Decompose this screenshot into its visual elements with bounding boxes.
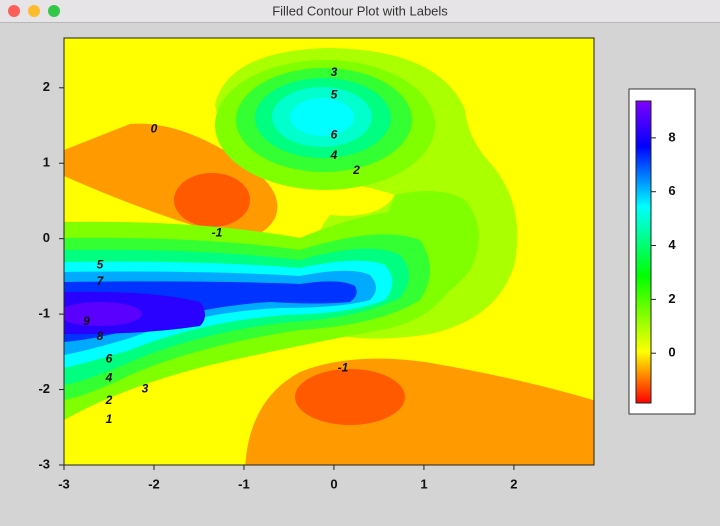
y-tick-label: 2 bbox=[43, 79, 50, 94]
contour-label: -1 bbox=[212, 226, 223, 240]
contour-label: 3 bbox=[331, 65, 338, 79]
contour-label: 7 bbox=[97, 274, 105, 288]
y-tick-label: -3 bbox=[38, 456, 50, 471]
x-tick-label: -3 bbox=[58, 476, 70, 491]
colorbar-tick-label: 8 bbox=[668, 129, 675, 144]
contour-label: 8 bbox=[97, 329, 104, 343]
contour-label: 2 bbox=[105, 393, 113, 407]
colorbar-tick-label: 6 bbox=[668, 183, 675, 198]
y-tick-label: -2 bbox=[38, 381, 50, 396]
zoom-button[interactable] bbox=[48, 5, 60, 17]
close-button[interactable] bbox=[8, 5, 20, 17]
contour-label: 1 bbox=[106, 412, 113, 426]
contour-label: 6 bbox=[331, 127, 338, 141]
y-tick-label: -1 bbox=[38, 306, 50, 321]
x-tick-label: 1 bbox=[420, 476, 427, 491]
contour-label: -1 bbox=[338, 361, 349, 375]
x-tick-label: -2 bbox=[148, 476, 160, 491]
window-title: Filled Contour Plot with Labels bbox=[272, 3, 448, 18]
colorbar-tick-label: 2 bbox=[668, 291, 675, 306]
y-tick-label: 1 bbox=[43, 155, 50, 170]
y-tick-label: 0 bbox=[43, 230, 50, 245]
contour-label: 2 bbox=[352, 163, 360, 177]
x-tick-label: -1 bbox=[238, 476, 250, 491]
plot-frame bbox=[63, 37, 595, 466]
contour-label: 3 bbox=[142, 382, 149, 396]
contour-label: 4 bbox=[105, 370, 113, 384]
minimize-button[interactable] bbox=[28, 5, 40, 17]
contour-fills bbox=[64, 38, 594, 465]
contour-label: 0 bbox=[151, 121, 158, 135]
contour-label: 6 bbox=[106, 352, 113, 366]
title-bar bbox=[0, 0, 720, 22]
contour-label: 5 bbox=[331, 88, 338, 102]
contour-label: 9 bbox=[83, 314, 90, 328]
colorbar-tick-label: 0 bbox=[668, 345, 675, 360]
contour-label: 4 bbox=[330, 148, 338, 162]
x-tick-label: 2 bbox=[510, 476, 517, 491]
colorbar-tick-label: 4 bbox=[668, 237, 676, 252]
x-tick-label: 0 bbox=[330, 476, 337, 491]
contour-label: 5 bbox=[97, 257, 104, 271]
colorbar bbox=[635, 100, 652, 404]
